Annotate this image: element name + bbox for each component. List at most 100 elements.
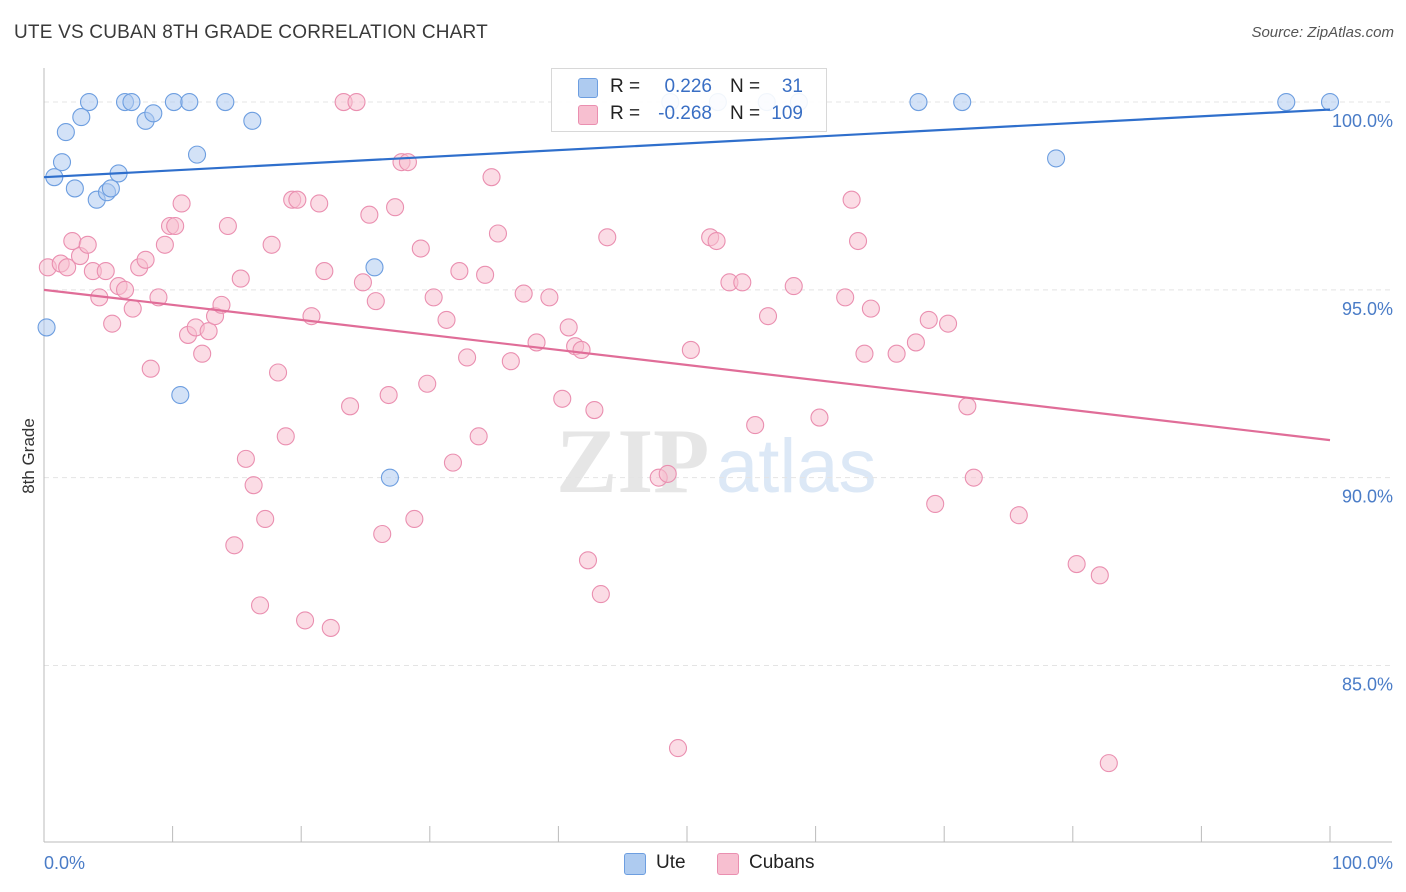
stats-row-cubans: R = -0.268 N = 109 [552,100,826,128]
cuban-point-87 [746,416,765,435]
ute-point-12 [122,92,141,112]
cuban-point-66 [488,224,508,243]
cuban-point-80 [658,464,677,483]
cuban-point-82 [681,340,700,360]
ute-point-2 [52,153,72,172]
cuban-point-41 [310,194,329,213]
ute-point-17 [180,92,199,112]
cuban-point-94 [855,344,874,363]
axes [43,68,1392,843]
cuban-point-91 [836,288,855,307]
cuban-point-49 [366,292,385,311]
cuban-point-5 [78,235,97,254]
cuban-point-3 [63,231,82,251]
cuban-point-43 [321,618,340,637]
ute-r-label: R = [610,76,641,97]
cubans-swatch [578,105,598,125]
ute-point-18 [187,145,207,164]
cuban-point-36 [276,427,295,446]
cuban-point-103 [1009,506,1028,525]
cubans-r-value: -0.268 [658,103,712,124]
cuban-point-31 [244,476,263,495]
cuban-point-70 [540,288,559,307]
stats-legend: R = 0.226 N = 31 R = -0.268 N = 109 [551,68,827,132]
cuban-point-2 [58,258,77,277]
cuban-point-23 [193,344,212,363]
cuban-point-9 [103,314,122,333]
cuban-point-72 [559,318,578,337]
ute-point-22 [380,468,399,487]
cuban-point-90 [810,408,829,427]
gridlines [44,101,1392,666]
ute-point-30 [1277,92,1296,112]
cuban-point-29 [231,269,250,288]
ute-point-20 [243,111,262,130]
cuban-point-30 [236,449,255,468]
legend-ute-label: Ute [656,852,686,873]
cuban-point-78 [598,228,617,247]
cuban-point-50 [373,524,392,544]
cubans-n-label: N = [730,103,761,124]
cuban-point-93 [848,231,868,251]
cuban-point-77 [591,585,610,604]
ute-point-3 [56,123,75,142]
cuban-point-104 [1067,554,1086,574]
cuban-point-58 [424,288,443,307]
cuban-point-61 [450,262,469,281]
cuban-point-89 [784,277,803,296]
legend-cubans-swatch [717,853,739,875]
cuban-point-74 [572,340,591,360]
cuban-point-28 [225,536,244,555]
ute-point-21 [365,258,384,277]
ute-point-31 [1320,92,1340,112]
cuban-point-11 [115,280,135,299]
ute-r-value: 0.226 [664,76,712,97]
cuban-point-65 [482,168,501,187]
cuban-point-64 [476,265,495,284]
cuban-point-100 [939,314,958,333]
cuban-point-59 [437,310,456,329]
cuban-point-105 [1090,566,1109,585]
stats-row-ute: R = 0.226 N = 31 [552,73,826,101]
y-tick-label-2: 90.0% [1342,487,1393,507]
cubans-r-label: R = [610,103,641,124]
cuban-point-16 [149,288,168,307]
y-axis-label: 8th Grade [19,418,38,494]
cuban-point-52 [386,198,405,217]
cuban-point-97 [906,333,925,352]
cuban-point-32 [250,596,270,615]
cuban-point-39 [296,611,315,630]
watermark: ZIP atlas [556,410,877,512]
cuban-point-86 [733,273,752,292]
ute-n-label: N = [730,76,761,97]
cuban-point-81 [668,739,688,758]
cuban-point-42 [315,262,334,281]
cuban-point-88 [758,307,778,326]
cuban-point-15 [141,359,160,378]
watermark-atlas: atlas [716,424,877,509]
cuban-point-60 [443,453,462,472]
ute-point-16 [171,385,190,405]
ute-point-29 [1047,149,1066,168]
cuban-point-84 [707,231,726,251]
ute-swatch [578,78,598,98]
cuban-point-34 [262,235,281,254]
ute-point-19 [216,92,235,112]
ute-point-0 [37,318,56,337]
legend-cubans-label: Cubans [749,852,815,873]
cuban-point-98 [919,310,938,329]
cuban-point-45 [341,397,360,416]
cuban-point-101 [958,397,977,416]
cuban-point-96 [887,344,906,363]
cuban-point-55 [405,509,424,529]
cuban-point-106 [1099,754,1118,773]
watermark-zip: ZIP [556,410,709,512]
cuban-point-75 [578,551,598,570]
cuban-point-8 [96,262,115,281]
y-tick-label-0: 100.0% [1332,111,1393,131]
cuban-point-17 [155,235,174,254]
cuban-point-102 [964,468,983,487]
x-tick-label-1: 100.0% [1332,853,1393,873]
page-title: UTE VS CUBAN 8TH GRADE CORRELATION CHART [14,22,488,43]
